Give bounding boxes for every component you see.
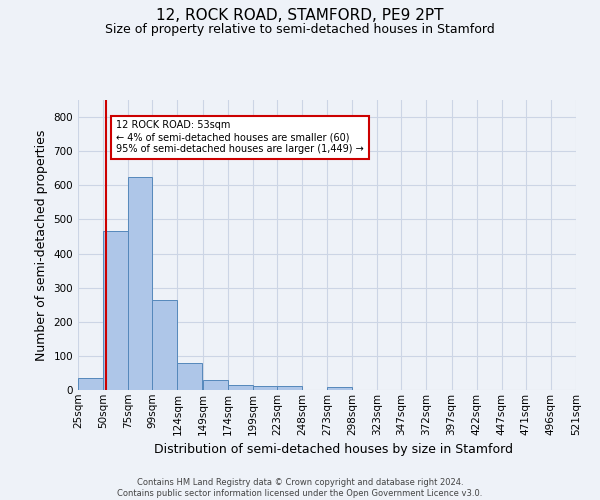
Bar: [227, 385, 253, 390]
Bar: [327, 386, 352, 390]
Text: Size of property relative to semi-detached houses in Stamford: Size of property relative to semi-detach…: [105, 22, 495, 36]
Bar: [103, 232, 128, 390]
Bar: [178, 362, 202, 390]
Text: 12, ROCK ROAD, STAMFORD, PE9 2PT: 12, ROCK ROAD, STAMFORD, PE9 2PT: [156, 8, 444, 22]
Bar: [78, 378, 103, 390]
Y-axis label: Number of semi-detached properties: Number of semi-detached properties: [35, 130, 48, 360]
Bar: [128, 177, 152, 390]
Bar: [277, 386, 302, 390]
Bar: [253, 386, 277, 390]
Text: Contains HM Land Registry data © Crown copyright and database right 2024.
Contai: Contains HM Land Registry data © Crown c…: [118, 478, 482, 498]
Text: 12 ROCK ROAD: 53sqm
← 4% of semi-detached houses are smaller (60)
95% of semi-de: 12 ROCK ROAD: 53sqm ← 4% of semi-detache…: [116, 120, 364, 154]
Bar: [152, 300, 178, 390]
Text: Distribution of semi-detached houses by size in Stamford: Distribution of semi-detached houses by …: [154, 442, 512, 456]
Bar: [203, 380, 227, 390]
